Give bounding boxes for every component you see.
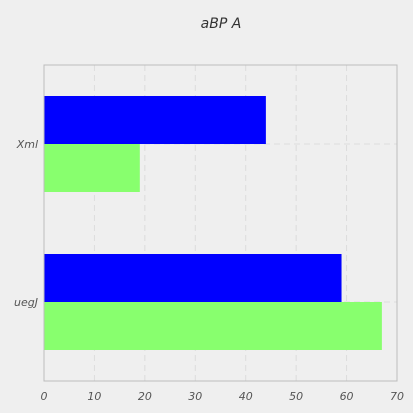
plot-frame (43, 64, 398, 382)
bar-uegJ-series-1 (44, 254, 342, 302)
x-tick-label: 60 (340, 390, 354, 403)
bar-Xml-series-2 (44, 144, 140, 192)
bars (44, 96, 382, 350)
x-tick-label: 0 (41, 390, 48, 403)
category-label: Xml (16, 138, 38, 151)
chart-title: aBP A (201, 16, 242, 32)
x-tick-label: 40 (239, 390, 253, 403)
x-tick-label: 30 (188, 390, 202, 403)
x-tick-label: 70 (390, 390, 404, 403)
category-label: uegJ (14, 296, 38, 309)
x-tick-label: 50 (289, 390, 303, 403)
bar-Xml-series-1 (44, 96, 266, 144)
x-tick-label: 20 (138, 390, 152, 403)
bar-uegJ-series-2 (44, 302, 382, 350)
x-axis-ticks: 0 10 20 30 40 50 60 70 (41, 390, 405, 403)
y-axis-categories: Xml uegJ (14, 138, 38, 309)
x-tick-label: 10 (87, 390, 101, 403)
